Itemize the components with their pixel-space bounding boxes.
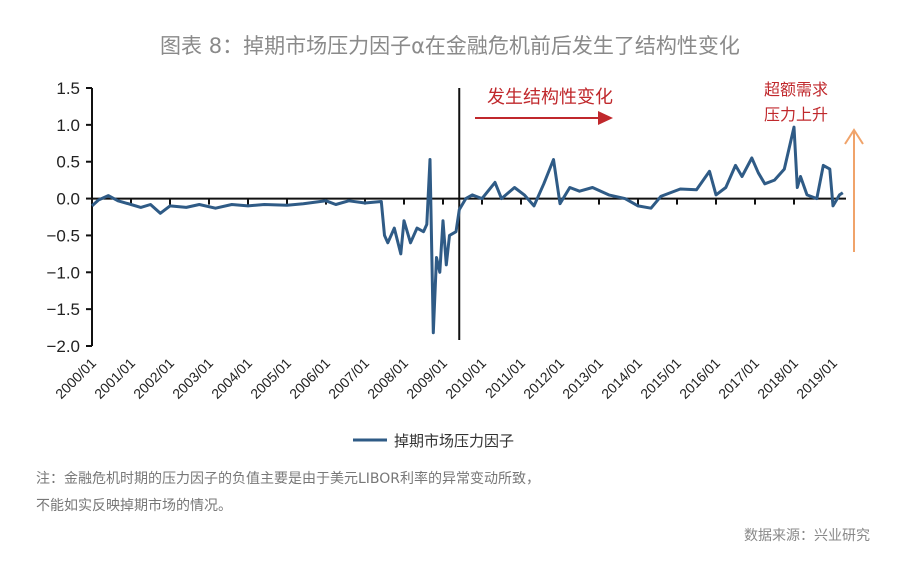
y-tick-label: 0.0 bbox=[56, 190, 80, 209]
x-tick-label: 2006/01 bbox=[286, 355, 333, 402]
x-tick-label: 2002/01 bbox=[130, 355, 177, 402]
note-line-2: 不能如实反映掉期市场的情况。 bbox=[36, 498, 232, 514]
x-tick-label: 2010/01 bbox=[442, 355, 489, 402]
y-tick-label: 0.5 bbox=[56, 153, 80, 172]
x-tick-label: 2012/01 bbox=[520, 355, 567, 402]
x-tick-label: 2005/01 bbox=[247, 355, 294, 402]
data-source: 数据来源：兴业研究 bbox=[744, 528, 870, 544]
y-tick-label: 1.5 bbox=[56, 79, 80, 98]
y-tick-label: −2.0 bbox=[46, 337, 80, 356]
red-arrow-right-icon bbox=[475, 111, 613, 125]
orange-arrow-up-icon bbox=[844, 128, 864, 252]
annotation-demand-line1: 超额需求 bbox=[764, 80, 828, 99]
red-arrow-head bbox=[598, 111, 613, 125]
annotation-structural-change: 发生结构性变化 bbox=[487, 87, 613, 108]
x-tick-label: 2011/01 bbox=[482, 355, 529, 402]
x-tick-label: 2016/01 bbox=[676, 355, 723, 402]
y-tick-label: −1.0 bbox=[46, 263, 80, 282]
x-tick-label: 2014/01 bbox=[598, 355, 645, 402]
x-tick-label: 2013/01 bbox=[559, 355, 606, 402]
x-tick-label: 2019/01 bbox=[793, 355, 840, 402]
y-axis: 1.5 1.0 0.5 0.0 −0.5 −1.0 −1.5 −2.0 bbox=[46, 79, 93, 356]
x-tick-label: 2007/01 bbox=[325, 355, 372, 402]
x-tick-label: 2008/01 bbox=[364, 355, 411, 402]
note-line-1: 注：金融危机时期的压力因子的负值主要是由于美元LIBOR利率的异常变动所致， bbox=[36, 471, 541, 487]
x-tick-label: 2017/01 bbox=[715, 355, 762, 402]
series-line-swap-pressure bbox=[90, 125, 844, 335]
x-tick-label: 2001/01 bbox=[91, 355, 138, 402]
x-tick-label: 2015/01 bbox=[637, 355, 684, 402]
x-tick-label: 2000/01 bbox=[52, 355, 99, 402]
x-tick-label: 2003/01 bbox=[169, 355, 216, 402]
annotation-demand-line2: 压力上升 bbox=[764, 105, 828, 124]
orange-arrow-head bbox=[844, 128, 864, 145]
x-tick-label: 2018/01 bbox=[754, 355, 801, 402]
x-axis: 2000/012001/012002/012003/012004/012005/… bbox=[52, 197, 846, 402]
legend: 掉期市场压力因子 bbox=[353, 432, 514, 450]
x-tick-label: 2004/01 bbox=[208, 355, 255, 402]
y-tick-label: 1.0 bbox=[56, 116, 80, 135]
chart-title: 图表 8：掉期市场压力因子α在金融危机前后发生了结构性变化 bbox=[160, 34, 740, 58]
y-tick-label: −0.5 bbox=[46, 226, 80, 245]
legend-label: 掉期市场压力因子 bbox=[394, 432, 514, 450]
x-tick-label: 2009/01 bbox=[403, 355, 450, 402]
y-tick-label: −1.5 bbox=[46, 300, 80, 319]
